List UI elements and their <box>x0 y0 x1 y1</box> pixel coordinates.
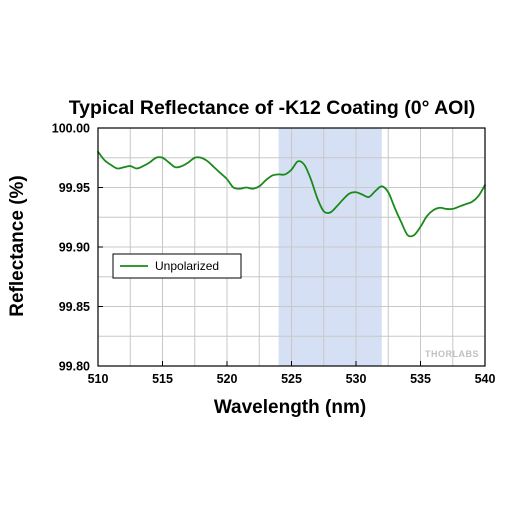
grid-lines <box>98 128 485 366</box>
x-tick-label: 535 <box>410 372 431 386</box>
y-tick-label: 99.95 <box>59 181 90 195</box>
x-axis-label: Wavelength (nm) <box>214 397 366 418</box>
chart-title: Typical Reflectance of -K12 Coating (0° … <box>69 97 476 119</box>
x-tick-label: 540 <box>475 372 496 386</box>
x-tick-label: 530 <box>346 372 367 386</box>
y-tick-label: 99.80 <box>59 360 90 374</box>
legend-box <box>112 253 242 279</box>
legend: Unpolarized <box>112 253 242 279</box>
y-tick-label: 100.00 <box>52 122 90 136</box>
y-axis-tick-labels: 99.80 99.85 99.90 99.95 100.00 <box>52 122 90 374</box>
thorlabs-watermark: THORLABS <box>425 349 479 359</box>
y-tick-label: 99.85 <box>59 300 90 314</box>
plot-area <box>97 127 486 367</box>
series-group <box>97 150 486 238</box>
x-tick-label: 510 <box>88 372 109 386</box>
x-tick-label: 520 <box>217 372 238 386</box>
x-tick-label: 525 <box>281 372 302 386</box>
y-axis-label: Reflectance (%) <box>7 175 28 317</box>
x-tick-label: 515 <box>152 372 173 386</box>
x-axis-tick-labels: 510 515 520 525 530 535 540 <box>88 372 496 386</box>
y-tick-label: 99.90 <box>59 241 90 255</box>
series-line-unpolarized <box>97 150 486 238</box>
legend-label-unpolarized: Unpolarized <box>155 259 219 273</box>
axis-ticks <box>97 127 486 367</box>
